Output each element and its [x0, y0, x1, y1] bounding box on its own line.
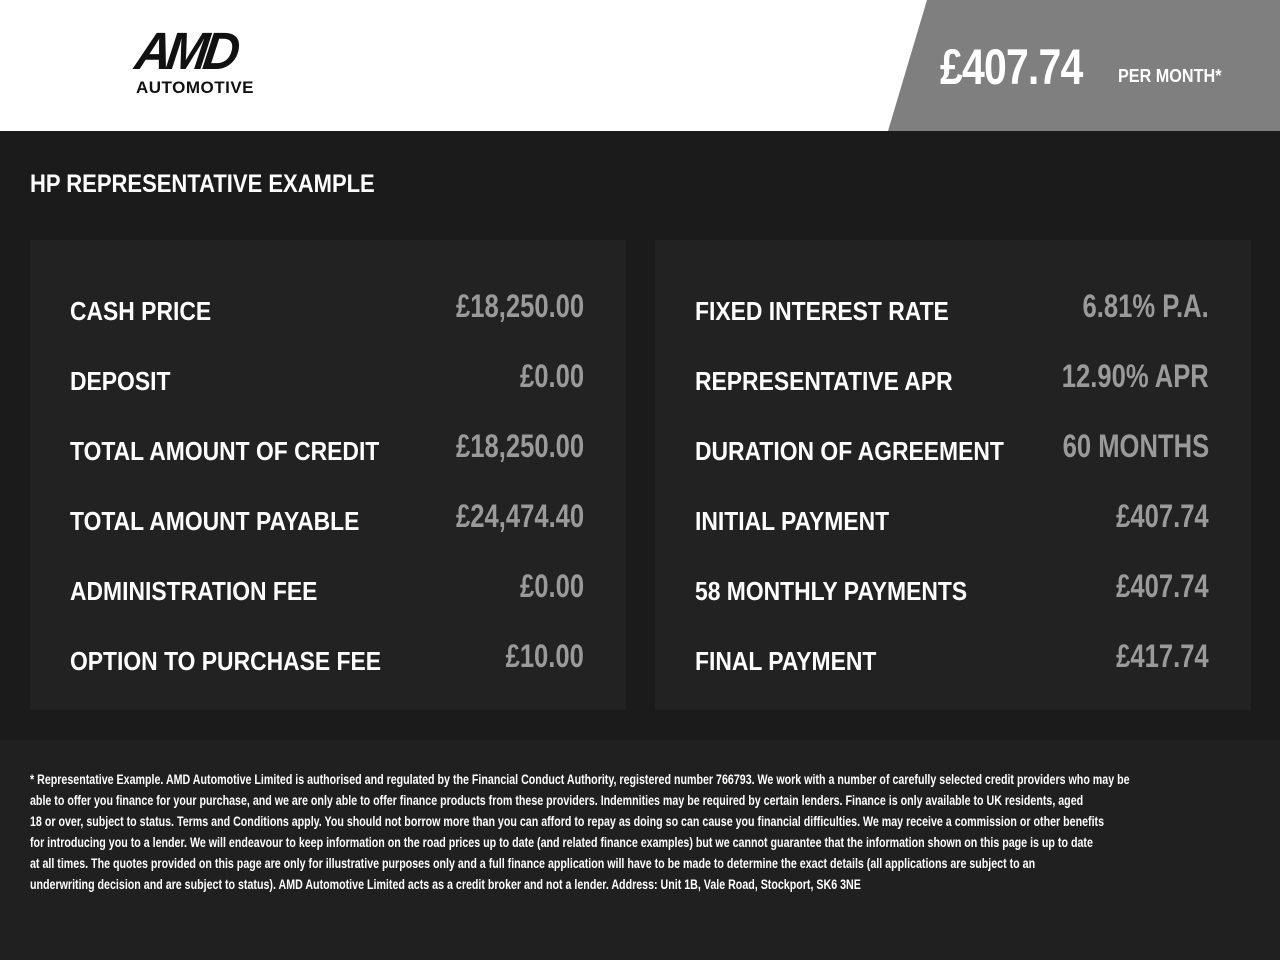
per-month-label: PER MONTH*	[1118, 66, 1222, 86]
row-label: REPRESENTATIVE APR	[695, 366, 953, 396]
finance-row: INITIAL PAYMENT £407.74	[695, 498, 1209, 538]
finance-row: FIXED INTEREST RATE 6.81% P.A.	[695, 288, 1209, 328]
row-value: £417.74	[1116, 638, 1209, 674]
finance-row: CASH PRICE £18,250.00	[70, 288, 584, 328]
finance-row: DEPOSIT £0.00	[70, 358, 584, 398]
disclaimer-line: underwriting decision and are subject to…	[30, 877, 861, 892]
section-title: HP REPRESENTATIVE EXAMPLE	[30, 170, 375, 198]
row-value: £18,250.00	[455, 288, 584, 324]
logo-main-text: AMD	[131, 21, 240, 81]
amd-automotive-logo[interactable]: AMD AUTOMOTIVE	[132, 22, 284, 100]
row-label: DEPOSIT	[70, 366, 171, 396]
finance-row: TOTAL AMOUNT OF CREDIT £18,250.00	[70, 428, 584, 468]
row-value: £407.74	[1116, 498, 1209, 534]
row-label: FIXED INTEREST RATE	[695, 296, 949, 326]
row-value: 60 MONTHS	[1062, 428, 1209, 464]
finance-panel-right: FIXED INTEREST RATE 6.81% P.A. REPRESENTA…	[655, 240, 1251, 710]
finance-panel-left: CASH PRICE £18,250.00 DEPOSIT £0.00 TOTAL …	[30, 240, 626, 710]
finance-row: DURATION OF AGREEMENT 60 MONTHS	[695, 428, 1209, 468]
row-value: £24,474.40	[455, 498, 584, 534]
monthly-price-banner	[888, 0, 1280, 131]
row-label: CASH PRICE	[70, 296, 212, 326]
monthly-price: £407.74	[940, 39, 1083, 95]
disclaimer-line: at all times. The quotes provided on thi…	[30, 856, 1036, 871]
row-value: £407.74	[1116, 568, 1209, 604]
row-label: 58 MONTHLY PAYMENTS	[695, 576, 968, 606]
disclaimer-line: able to offer you finance for your purch…	[30, 793, 1084, 808]
logo-sub-text: AUTOMOTIVE	[136, 78, 255, 97]
disclaimer-line: 18 or over, subject to status. Terms and…	[30, 814, 1105, 829]
row-value: 12.90% APR	[1061, 358, 1209, 394]
row-label: DURATION OF AGREEMENT	[695, 436, 1004, 466]
row-label: TOTAL AMOUNT PAYABLE	[70, 506, 360, 536]
finance-row: TOTAL AMOUNT PAYABLE £24,474.40	[70, 498, 584, 538]
finance-row: FINAL PAYMENT £417.74	[695, 638, 1209, 678]
row-value: £18,250.00	[455, 428, 584, 464]
disclaimer: * Representative Example. AMD Automotive…	[0, 740, 1280, 960]
disclaimer-line: for introducing you to a lender. We will…	[30, 835, 1093, 850]
row-label: ADMINISTRATION FEE	[70, 576, 318, 606]
row-label: OPTION TO PURCHASE FEE	[70, 646, 382, 676]
disclaimer-line: * Representative Example. AMD Automotive…	[30, 772, 1130, 787]
finance-row: REPRESENTATIVE APR 12.90% APR	[695, 358, 1209, 398]
row-value: £0.00	[519, 358, 584, 394]
row-label: FINAL PAYMENT	[695, 646, 877, 676]
finance-row: OPTION TO PURCHASE FEE £10.00	[70, 638, 584, 678]
row-label: INITIAL PAYMENT	[695, 506, 890, 536]
finance-row: ADMINISTRATION FEE £0.00	[70, 568, 584, 608]
row-value: £10.00	[505, 638, 584, 674]
row-label: TOTAL AMOUNT OF CREDIT	[70, 436, 380, 466]
finance-row: 58 MONTHLY PAYMENTS £407.74	[695, 568, 1209, 608]
row-value: 6.81% P.A.	[1082, 288, 1209, 324]
row-value: £0.00	[519, 568, 584, 604]
